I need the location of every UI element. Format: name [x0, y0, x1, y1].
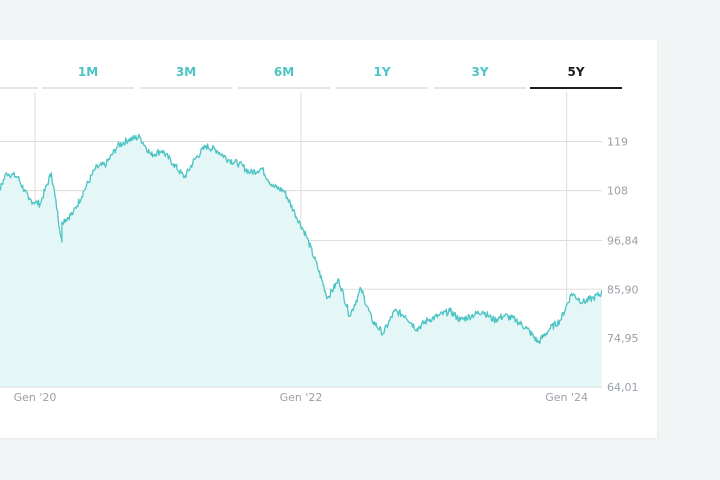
x-tick-label: Gen '20: [14, 391, 57, 404]
y-tick-label: 119: [607, 136, 628, 149]
series-line: [0, 133, 603, 345]
y-tick-label: 108: [607, 185, 628, 198]
tab-3m[interactable]: 3M: [140, 58, 232, 89]
tab-3y[interactable]: 3Y: [434, 58, 526, 89]
tab-1m[interactable]: 1M: [42, 58, 134, 89]
x-tick-label: Gen '22: [280, 391, 323, 404]
y-tick-label: 64,01: [607, 381, 639, 394]
tab-bar-stub: [0, 58, 38, 89]
y-tick-label: 96,84: [607, 234, 639, 247]
series-area: [0, 134, 602, 387]
tab-6m[interactable]: 6M: [238, 58, 330, 89]
period-tabs: 1M 3M 6M 1Y 3Y 5Y: [0, 58, 660, 90]
x-tick-label: Gen '24: [545, 391, 588, 404]
tab-1y[interactable]: 1Y: [336, 58, 428, 89]
y-tick-label: 74,95: [607, 332, 639, 345]
y-tick-label: 85,90: [607, 283, 639, 296]
tab-5y[interactable]: 5Y: [530, 58, 622, 89]
